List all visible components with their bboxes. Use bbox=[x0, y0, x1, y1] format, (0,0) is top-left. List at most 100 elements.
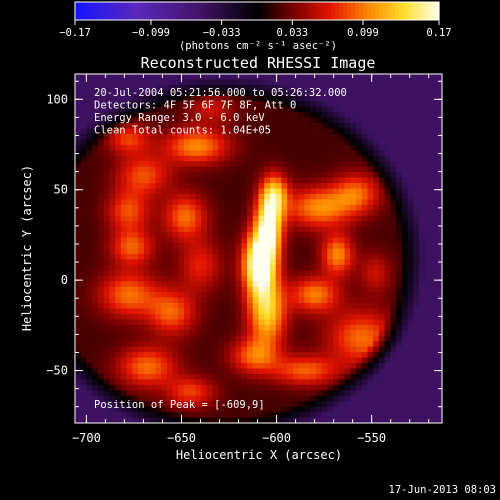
heatmap-cell bbox=[80, 90, 87, 97]
heatmap-cell bbox=[321, 270, 328, 277]
heatmap-cell bbox=[384, 313, 391, 320]
heatmap-cell bbox=[436, 341, 442, 348]
heatmap-cell bbox=[138, 226, 145, 233]
heatmap-cell bbox=[333, 264, 340, 271]
heatmap-cell bbox=[298, 90, 305, 97]
heatmap-cell bbox=[287, 90, 294, 97]
heatmap-cell bbox=[419, 379, 426, 386]
heatmap-cell bbox=[396, 183, 403, 190]
heatmap-cell bbox=[367, 183, 374, 190]
heatmap-cell bbox=[419, 270, 426, 277]
heatmap-cell bbox=[80, 352, 87, 359]
heatmap-cell bbox=[252, 341, 259, 348]
heatmap-cell bbox=[315, 335, 323, 342]
heatmap-cell bbox=[218, 281, 225, 288]
heatmap-cell bbox=[264, 226, 271, 233]
heatmap-cell bbox=[155, 259, 162, 266]
heatmap-cell bbox=[75, 172, 82, 179]
heatmap-cell bbox=[338, 226, 346, 233]
heatmap-cell bbox=[327, 313, 334, 320]
heatmap-cell bbox=[430, 172, 437, 179]
heatmap-cell bbox=[252, 144, 259, 151]
heatmap-cell bbox=[247, 155, 254, 162]
heatmap-cell bbox=[327, 363, 334, 369]
heatmap-cell bbox=[218, 373, 225, 380]
heatmap-cell bbox=[224, 90, 231, 97]
heatmap-cell bbox=[304, 95, 311, 102]
heatmap-cell bbox=[355, 139, 363, 146]
heatmap-cell bbox=[327, 275, 334, 282]
heatmap-cell bbox=[103, 324, 110, 331]
heatmap-cell bbox=[172, 221, 179, 228]
heatmap-cell bbox=[281, 177, 288, 184]
heatmap-cell bbox=[384, 330, 391, 337]
heatmap-cell bbox=[287, 177, 294, 184]
heatmap-cell bbox=[430, 79, 437, 86]
heatmap-cell bbox=[390, 204, 397, 211]
heatmap-cell bbox=[304, 204, 311, 211]
heatmap-cell bbox=[396, 144, 403, 151]
heatmap-cell bbox=[430, 166, 437, 173]
heatmap-cell bbox=[80, 177, 87, 184]
heatmap-cell bbox=[92, 341, 99, 348]
heatmap-cell bbox=[310, 193, 317, 200]
heatmap-cell bbox=[120, 221, 128, 228]
heatmap-cell bbox=[172, 161, 179, 168]
heatmap-cell bbox=[401, 226, 409, 233]
heatmap-cell bbox=[258, 150, 265, 157]
heatmap-cell bbox=[172, 193, 179, 200]
heatmap-cell bbox=[333, 193, 340, 200]
heatmap-cell bbox=[315, 373, 323, 380]
heatmap-cell bbox=[419, 199, 426, 206]
heatmap-cell bbox=[143, 90, 151, 97]
heatmap-cell bbox=[361, 286, 368, 293]
heatmap-cell bbox=[430, 95, 437, 102]
heatmap-cell bbox=[183, 215, 191, 222]
heatmap-cell bbox=[310, 183, 317, 190]
heatmap-cell bbox=[321, 379, 328, 386]
heatmap-cell bbox=[338, 215, 346, 222]
heatmap-cell bbox=[361, 373, 368, 380]
heatmap-cell bbox=[229, 106, 237, 113]
colorbar-cell bbox=[375, 2, 380, 20]
heatmap-cell bbox=[413, 183, 420, 190]
heatmap-cell bbox=[120, 341, 128, 348]
heatmap-cell bbox=[120, 188, 128, 195]
heatmap-cell bbox=[201, 373, 208, 380]
heatmap-cell bbox=[396, 357, 403, 364]
heatmap-cell bbox=[75, 133, 82, 140]
heatmap-cell bbox=[378, 221, 386, 228]
heatmap-cell bbox=[424, 112, 432, 119]
heatmap-cell bbox=[103, 144, 110, 151]
heatmap-cell bbox=[166, 79, 173, 86]
heatmap-cell bbox=[92, 210, 99, 217]
heatmap-cell bbox=[201, 188, 208, 195]
heatmap-cell bbox=[327, 210, 334, 217]
heatmap-cell bbox=[201, 341, 208, 348]
heatmap-cell bbox=[161, 161, 168, 168]
heatmap-cell bbox=[115, 357, 122, 364]
heatmap-cell bbox=[161, 84, 168, 91]
heatmap-cell bbox=[212, 330, 219, 337]
heatmap-cell bbox=[92, 117, 99, 124]
heatmap-cell bbox=[218, 74, 225, 80]
heatmap-cell bbox=[355, 253, 363, 260]
heatmap-cell bbox=[304, 352, 311, 359]
heatmap-cell bbox=[86, 215, 93, 222]
heatmap-cell bbox=[327, 74, 334, 80]
heatmap-cell bbox=[333, 161, 340, 168]
heatmap-cell bbox=[92, 177, 99, 184]
heatmap-cell bbox=[161, 341, 168, 348]
heatmap-cell bbox=[126, 237, 133, 244]
heatmap-cell bbox=[75, 199, 82, 206]
heatmap-cell bbox=[378, 243, 386, 249]
heatmap-cell bbox=[97, 264, 105, 271]
heatmap-cell bbox=[103, 90, 110, 97]
heatmap-cell bbox=[247, 406, 254, 413]
heatmap-cell bbox=[161, 172, 168, 179]
heatmap-cell bbox=[138, 406, 145, 413]
heatmap-cell bbox=[252, 313, 259, 320]
heatmap-cell bbox=[138, 155, 145, 162]
heatmap-cell bbox=[149, 357, 156, 364]
heatmap-cell bbox=[75, 155, 82, 162]
